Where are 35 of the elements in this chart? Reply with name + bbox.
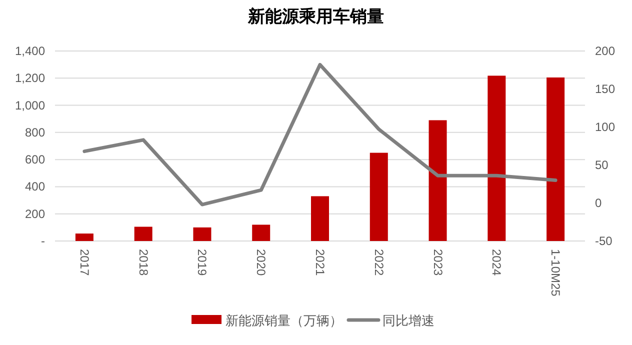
y-tick-label: 800 bbox=[24, 125, 46, 140]
x-tick-label: 2024 bbox=[490, 249, 504, 276]
y-tick-label: 400 bbox=[24, 180, 46, 194]
y2-tick-label: 100 bbox=[595, 120, 616, 134]
bar bbox=[311, 196, 329, 241]
x-tick-label: 2020 bbox=[254, 249, 268, 276]
legend-label: 新能源销量（万辆） bbox=[226, 313, 342, 328]
y2-tick-label: -50 bbox=[595, 234, 613, 248]
y-tick-label: 1,200 bbox=[14, 71, 46, 86]
y2-tick-label: 200 bbox=[595, 44, 616, 58]
chart-title: 新能源乘用车销量 bbox=[247, 7, 384, 27]
x-tick-label: 2018 bbox=[136, 249, 150, 276]
y-tick-label: 1,400 bbox=[14, 44, 46, 58]
bar bbox=[75, 234, 94, 241]
bar bbox=[252, 224, 270, 241]
legend-label: 同比增速 bbox=[382, 313, 434, 328]
x-tick-label: 2023 bbox=[430, 249, 445, 276]
x-tick-label: 2019 bbox=[195, 249, 210, 276]
bar bbox=[546, 77, 565, 241]
y-tick-label: 200 bbox=[24, 206, 46, 221]
bar bbox=[134, 226, 152, 241]
y-tick-label: 1,000 bbox=[14, 98, 46, 112]
y-tick-label: 600 bbox=[24, 152, 46, 167]
bar bbox=[428, 120, 447, 241]
x-tick-label: 1-10M25 bbox=[548, 249, 563, 297]
x-tick-label: 2017 bbox=[77, 249, 92, 276]
y2-tick-label: 150 bbox=[595, 82, 616, 96]
y2-tick-label: 50 bbox=[595, 158, 609, 172]
bar bbox=[193, 227, 212, 241]
y2-tick-label: 0 bbox=[595, 196, 602, 210]
x-tick-label: 2022 bbox=[372, 249, 386, 276]
bar bbox=[488, 76, 506, 241]
y-tick-label: - bbox=[41, 234, 45, 248]
bar bbox=[370, 152, 388, 241]
x-tick-label: 2021 bbox=[313, 249, 327, 276]
